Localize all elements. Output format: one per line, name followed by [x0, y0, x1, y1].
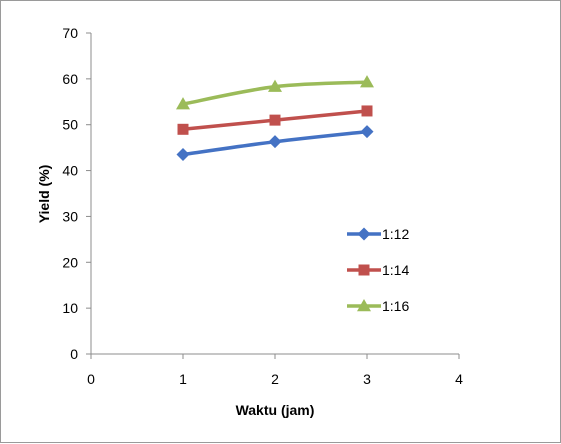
legend-entry: 1:12	[347, 226, 409, 242]
data-point	[361, 125, 374, 138]
legend: 1:12 1:14 1:16	[347, 226, 409, 314]
y-tick-label: 0	[70, 346, 78, 362]
x-tick-label: 0	[87, 371, 95, 387]
series-3	[176, 75, 374, 109]
y-axis-title: Yield (%)	[36, 165, 52, 224]
x-tick-label: 1	[179, 371, 187, 387]
legend-marker	[359, 265, 370, 276]
y-tick-label: 70	[62, 25, 78, 41]
x-tick-label: 4	[455, 371, 463, 387]
y-tick-label: 40	[62, 163, 78, 179]
x-tick-label: 2	[271, 371, 279, 387]
legend-entry: 1:16	[347, 298, 409, 314]
data-point	[269, 135, 282, 148]
data-point	[177, 148, 190, 161]
legend-entry: 1:14	[347, 262, 409, 278]
legend-marker	[358, 228, 371, 241]
axes: 0 10 20 30 40 50 60 70 0 1 2 3 4	[62, 25, 463, 387]
legend-label: 1:12	[382, 226, 409, 242]
y-tick-label: 60	[62, 71, 78, 87]
x-tick-label: 3	[363, 371, 371, 387]
data-point	[178, 124, 189, 135]
y-tick-label: 20	[62, 254, 78, 270]
legend-label: 1:16	[382, 298, 409, 314]
series-2	[178, 105, 373, 134]
series-layer	[176, 75, 374, 161]
x-axis-title: Waktu (jam)	[236, 402, 315, 418]
y-tick-label: 10	[62, 300, 78, 316]
series-1	[177, 125, 374, 161]
y-tick-label: 50	[62, 117, 78, 133]
data-point	[270, 115, 281, 126]
y-tick-label: 30	[62, 208, 78, 224]
legend-label: 1:14	[382, 262, 409, 278]
data-point	[362, 105, 373, 116]
